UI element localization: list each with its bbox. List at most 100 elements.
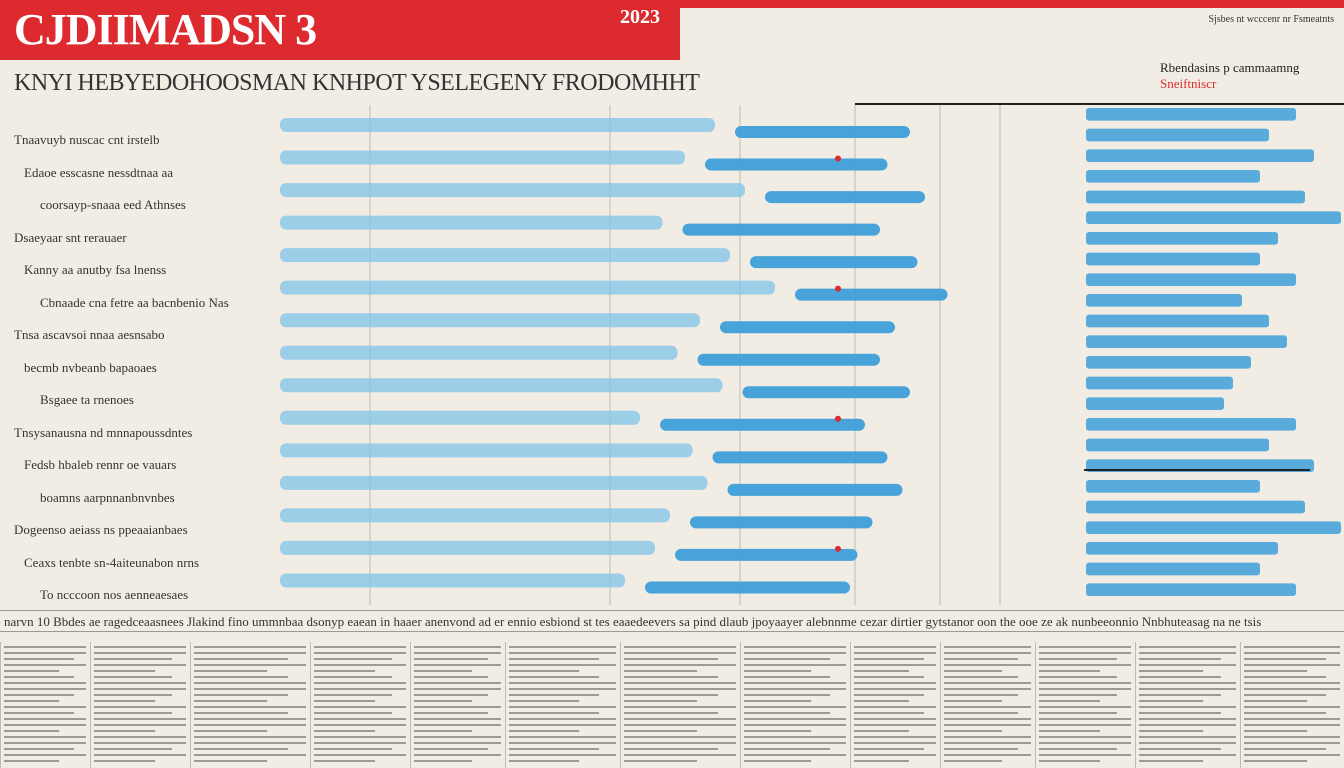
text-line bbox=[1139, 676, 1222, 678]
chart-title: CJDIIMADSN 3 bbox=[14, 5, 317, 54]
category-label: Fedsb hbaleb rennr oe vauars bbox=[24, 457, 177, 473]
text-line bbox=[4, 742, 86, 744]
text-line bbox=[4, 688, 86, 690]
text-line bbox=[1039, 658, 1118, 660]
text-line bbox=[314, 706, 406, 708]
text-line bbox=[1039, 688, 1131, 690]
mini-bar bbox=[1086, 521, 1341, 534]
text-line bbox=[4, 748, 75, 750]
text-column bbox=[190, 642, 309, 768]
text-line bbox=[509, 748, 600, 750]
text-line bbox=[314, 724, 406, 726]
mini-bar bbox=[1086, 583, 1296, 596]
text-line bbox=[1039, 754, 1131, 756]
text-line bbox=[1039, 652, 1131, 654]
text-line bbox=[744, 658, 831, 660]
text-line bbox=[1244, 754, 1340, 756]
text-line bbox=[854, 694, 925, 696]
text-line bbox=[414, 676, 489, 678]
text-line bbox=[509, 652, 616, 654]
text-line bbox=[854, 646, 936, 648]
text-line bbox=[944, 748, 1019, 750]
text-line bbox=[414, 760, 472, 762]
text-line bbox=[854, 742, 936, 744]
mini-bar bbox=[1086, 562, 1260, 576]
text-line bbox=[1139, 670, 1203, 672]
text-line bbox=[744, 736, 846, 738]
text-line bbox=[624, 748, 719, 750]
bar-s1 bbox=[280, 573, 625, 588]
category-label: Dogeenso aeiass ns ppeaaianbaes bbox=[14, 522, 188, 538]
mini-bar bbox=[1086, 438, 1269, 452]
text-line bbox=[314, 760, 375, 762]
text-line bbox=[414, 646, 501, 648]
text-line bbox=[1139, 688, 1236, 690]
text-line bbox=[944, 754, 1031, 756]
text-line bbox=[94, 742, 186, 744]
text-line bbox=[624, 706, 736, 708]
bar-s2 bbox=[742, 386, 910, 399]
legend-title-accent: Sneiftniscr bbox=[1160, 76, 1217, 91]
text-line bbox=[1139, 718, 1236, 720]
text-line bbox=[509, 736, 616, 738]
text-line bbox=[854, 652, 936, 654]
text-line bbox=[854, 760, 909, 762]
text-line bbox=[414, 652, 501, 654]
text-line bbox=[414, 688, 501, 690]
bar-s1 bbox=[280, 183, 745, 198]
text-line bbox=[4, 694, 75, 696]
text-line bbox=[1039, 742, 1131, 744]
text-line bbox=[624, 760, 698, 762]
text-line bbox=[744, 748, 831, 750]
bar-s2 bbox=[675, 548, 858, 561]
text-line bbox=[854, 748, 925, 750]
accent-marker bbox=[835, 285, 841, 292]
category-label: Dsaeyaar snt rerauaer bbox=[14, 229, 127, 245]
text-line bbox=[414, 724, 501, 726]
text-line bbox=[1244, 748, 1326, 750]
text-column bbox=[0, 642, 89, 768]
text-line bbox=[624, 742, 736, 744]
text-line bbox=[854, 724, 936, 726]
text-line bbox=[744, 652, 846, 654]
text-line bbox=[194, 712, 289, 714]
text-line bbox=[854, 658, 925, 660]
bar-s1 bbox=[280, 248, 730, 263]
text-line bbox=[414, 658, 489, 660]
mini-bar bbox=[1086, 273, 1296, 286]
text-line bbox=[1139, 658, 1222, 660]
legend-title-main: Rbendasins p cammaamng bbox=[1160, 60, 1300, 75]
text-line bbox=[414, 712, 489, 714]
text-line bbox=[4, 676, 75, 678]
text-line bbox=[1139, 700, 1203, 702]
text-line bbox=[1039, 718, 1131, 720]
text-line bbox=[1039, 730, 1100, 732]
mini-bar bbox=[1086, 500, 1305, 514]
text-line bbox=[314, 730, 375, 732]
text-line bbox=[1244, 658, 1326, 660]
text-line bbox=[194, 748, 289, 750]
text-line bbox=[94, 706, 186, 708]
category-label: Tnsysanausna nd mnnapoussdntes bbox=[14, 424, 193, 440]
text-line bbox=[194, 736, 306, 738]
text-line bbox=[854, 754, 936, 756]
text-line bbox=[194, 652, 306, 654]
text-line bbox=[94, 652, 186, 654]
text-line bbox=[194, 658, 289, 660]
text-line bbox=[1244, 742, 1340, 744]
text-line bbox=[624, 700, 698, 702]
text-line bbox=[4, 760, 59, 762]
text-line bbox=[414, 736, 501, 738]
text-line bbox=[744, 730, 811, 732]
text-line bbox=[509, 664, 616, 666]
mini-bar bbox=[1086, 149, 1314, 162]
accent-marker bbox=[835, 415, 841, 422]
bar-s1 bbox=[280, 150, 685, 165]
bar-s2 bbox=[690, 516, 873, 529]
text-line bbox=[314, 652, 406, 654]
text-line bbox=[744, 712, 831, 714]
text-line bbox=[94, 724, 186, 726]
text-line bbox=[194, 730, 268, 732]
text-line bbox=[414, 742, 501, 744]
bar-s1 bbox=[280, 280, 775, 295]
